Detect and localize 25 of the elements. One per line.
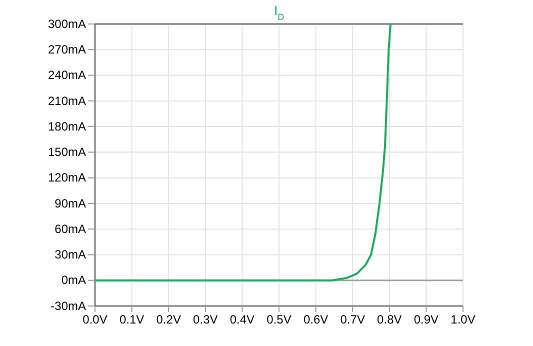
y-tick-label: 90mA xyxy=(54,196,86,210)
y-tick-label: -30mA xyxy=(50,298,86,313)
x-tick-label: 0.8V xyxy=(377,312,402,327)
y-tick-label: 120mA xyxy=(48,170,86,185)
chart-title: I$_{D}$ xyxy=(274,3,285,22)
y-tick-label: 240mA xyxy=(48,68,86,82)
x-tick-label: 0.6V xyxy=(303,312,328,327)
y-tick-label: 180mA xyxy=(48,119,86,134)
x-tick-label: 0.0V xyxy=(82,312,108,327)
x-tick-label: 0.7V xyxy=(340,312,365,327)
y-tick-label: 30mA xyxy=(54,248,86,262)
y-tick-label: 210mA xyxy=(48,94,86,108)
line-series xyxy=(94,23,392,282)
y-tick-label: 150mA xyxy=(48,145,86,160)
x-tick-label: 1.0V xyxy=(450,312,476,327)
y-tick-label: 270mA xyxy=(48,42,86,56)
x-tick-label: 0.2V xyxy=(156,312,181,327)
x-tick-label: 0.1V xyxy=(119,312,144,327)
x-tick-label: 0.4V xyxy=(230,312,255,327)
y-tick-label: 60mA xyxy=(54,222,86,236)
x-tick-label: 0.5V xyxy=(266,312,292,327)
y-tick-label: 300mA xyxy=(48,16,86,31)
y-tick-label: 0mA xyxy=(61,273,86,288)
x-tick-label: 0.9V xyxy=(414,312,439,327)
x-tick-label: 0.3V xyxy=(193,312,218,327)
